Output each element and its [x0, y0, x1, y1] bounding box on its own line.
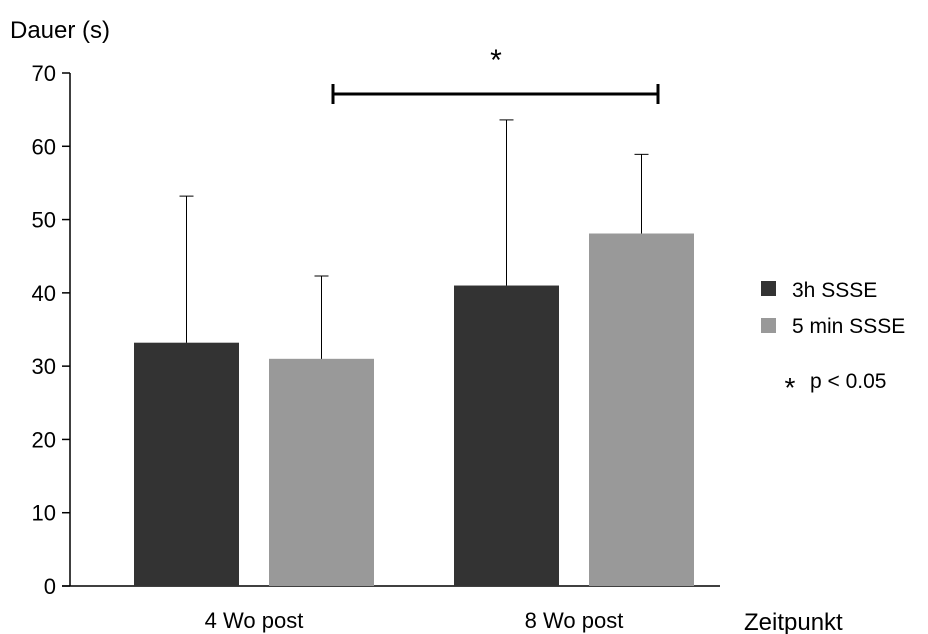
bars — [134, 233, 694, 586]
legend-note-star: * — [785, 372, 796, 403]
bar-5min-4wo — [269, 358, 374, 586]
bar-3h-4wo — [134, 342, 239, 586]
x-tick-label-8wo: 8 Wo post — [525, 608, 624, 633]
legend-swatch-3h-ssse — [761, 281, 776, 296]
legend-swatch-5min-ssse — [761, 318, 776, 333]
y-tick-label-50: 50 — [32, 208, 56, 233]
y-tick-label-30: 30 — [32, 354, 56, 379]
y-tick-label-60: 60 — [32, 134, 56, 159]
bar-5min-8wo — [589, 233, 694, 586]
error-bars — [179, 119, 649, 359]
y-tick-label-10: 10 — [32, 501, 56, 526]
x-tick-labels: 4 Wo post 8 Wo post — [205, 608, 624, 633]
legend-label-5min-ssse: 5 min SSSE — [792, 315, 905, 338]
legend: 3h SSSE 5 min SSSE * p < 0.05 — [761, 279, 905, 403]
significance-star: * — [490, 44, 502, 77]
bar-3h-8wo — [454, 285, 559, 586]
y-tick-label-40: 40 — [32, 281, 56, 306]
y-tick-label-20: 20 — [32, 427, 56, 452]
y-tick-label-70: 70 — [32, 61, 56, 86]
x-axis-label: Zeitpunkt — [744, 609, 843, 634]
legend-note-text: p < 0.05 — [810, 370, 886, 393]
x-tick-label-4wo: 4 Wo post — [205, 608, 304, 633]
y-axis-label: Dauer (s) — [10, 17, 110, 44]
y-ticks: 0 10 20 30 40 50 60 70 — [32, 61, 70, 599]
y-tick-label-0: 0 — [44, 574, 56, 599]
significance-bracket: * — [331, 44, 660, 104]
legend-label-3h-ssse: 3h SSSE — [792, 279, 877, 302]
